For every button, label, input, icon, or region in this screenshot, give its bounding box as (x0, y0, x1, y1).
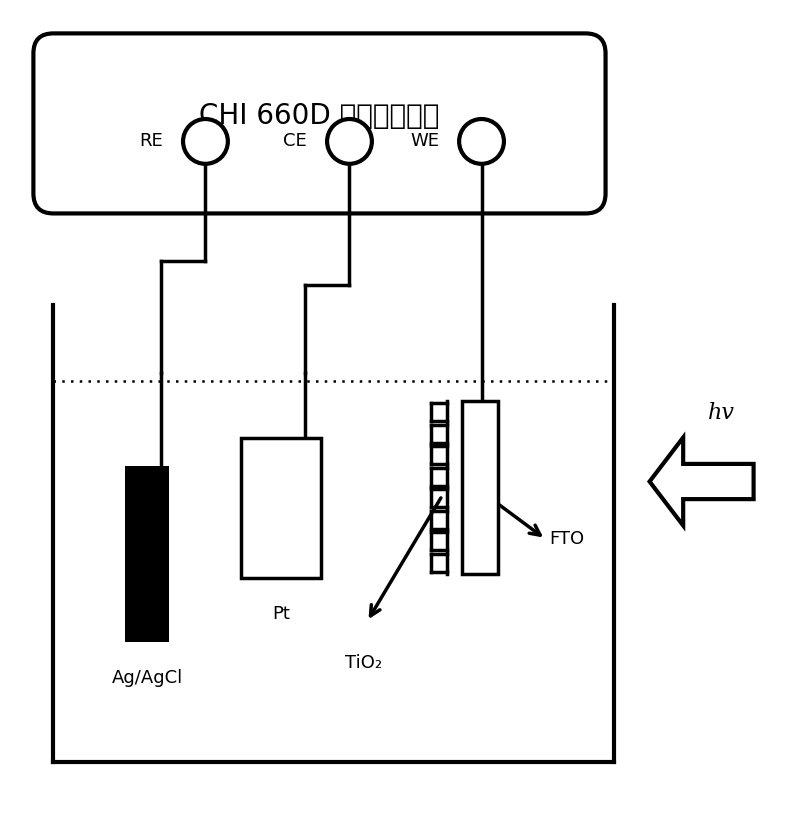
Text: Ag/AgCl: Ag/AgCl (111, 669, 183, 686)
Text: hv: hv (707, 402, 734, 424)
Text: CE: CE (283, 133, 306, 150)
Text: Pt: Pt (272, 605, 290, 623)
Circle shape (183, 119, 228, 164)
Bar (461, 402, 497, 574)
Text: WE: WE (410, 133, 439, 150)
Circle shape (459, 119, 504, 164)
Text: RE: RE (139, 133, 163, 150)
Text: CHI 660D 电化学工作站: CHI 660D 电化学工作站 (199, 103, 439, 130)
FancyBboxPatch shape (34, 33, 605, 214)
Circle shape (326, 119, 371, 164)
Polygon shape (649, 438, 752, 525)
Text: TiO₂: TiO₂ (344, 654, 381, 671)
Text: FTO: FTO (549, 530, 584, 548)
Bar (125, 466, 169, 641)
Bar (241, 438, 321, 578)
